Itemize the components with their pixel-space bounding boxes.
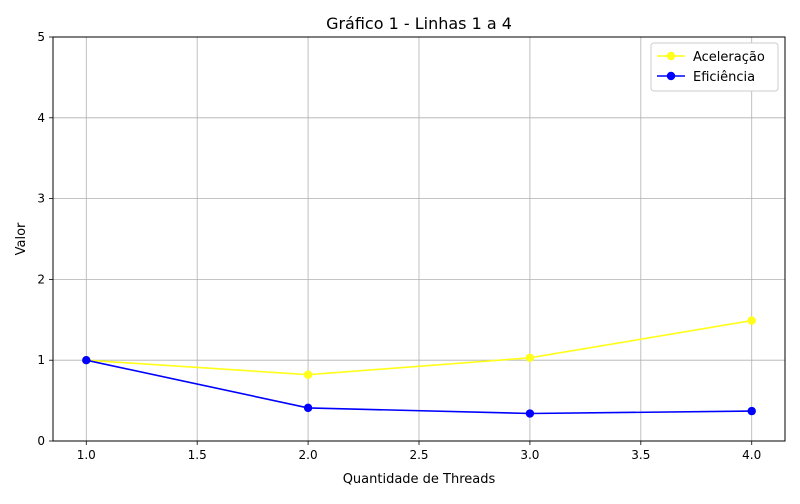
y-tick-label: 1: [37, 353, 45, 367]
x-tick-label: 1.0: [77, 448, 96, 462]
grid-lines: [53, 36, 785, 442]
x-tick-label: 1.5: [188, 448, 207, 462]
x-tick-label: 3.0: [520, 448, 539, 462]
axis-ticks: 1.0 1.5 2.0 2.5 3.0 3.5 4.0 0 1 2 3 4 5: [37, 30, 761, 462]
x-tick-label: 2.0: [299, 448, 318, 462]
legend-box: [650, 42, 779, 92]
series-2-point: [303, 403, 313, 413]
series-2-point: [747, 406, 756, 416]
y-axis-label: Valor: [14, 222, 29, 255]
x-tick-label: 3.5: [631, 448, 650, 462]
series-2-point: [82, 356, 91, 365]
chart-title: Gráfico 1 - Linhas 1 a 4: [326, 14, 512, 33]
y-tick-label: 5: [37, 30, 45, 44]
y-tick-label: 4: [37, 111, 45, 125]
y-tick-label: 2: [37, 272, 45, 286]
legend: Aceleração Eficiência: [650, 42, 779, 92]
legend-marker-2: [666, 71, 676, 81]
y-tick-label: 0: [37, 434, 45, 448]
series-line-2: [86, 359, 752, 415]
series-1-point: [747, 316, 756, 325]
series-layer: [82, 316, 756, 418]
series-2-point: [525, 409, 535, 418]
legend-label-2: Eficiência: [693, 70, 755, 85]
y-tick-label: 3: [37, 192, 45, 206]
x-tick-label: 2.5: [409, 448, 428, 462]
series-1-point: [525, 353, 535, 362]
x-axis-label: Quantidade de Threads: [343, 472, 496, 487]
legend-marker-1: [666, 51, 676, 61]
x-tick-label: 4.0: [742, 448, 761, 462]
series-line-1: [86, 319, 752, 376]
series-1-point: [303, 370, 313, 379]
legend-label-1: Aceleração: [693, 50, 765, 65]
